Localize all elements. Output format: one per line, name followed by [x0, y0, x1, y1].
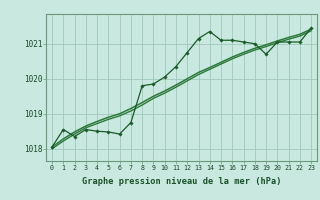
X-axis label: Graphe pression niveau de la mer (hPa): Graphe pression niveau de la mer (hPa) — [82, 177, 281, 186]
